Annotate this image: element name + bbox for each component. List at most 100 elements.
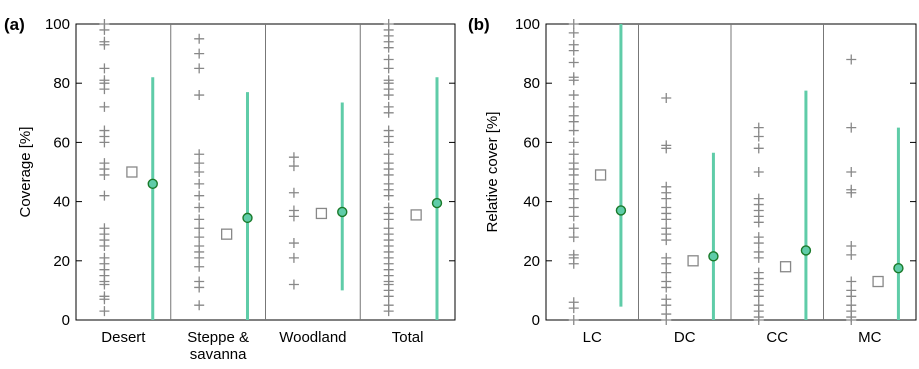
panel-b-data-point — [568, 27, 579, 38]
panel-a-y-tick-label: 0 — [62, 312, 70, 329]
panel-b-data-point — [568, 57, 579, 68]
panel-a-data-point — [194, 63, 205, 74]
panel-b-data-point — [568, 19, 579, 29]
panel-a-data-point — [288, 152, 299, 163]
panel-b-data-point — [753, 131, 764, 142]
panel-b-data-point — [568, 125, 579, 136]
panel-b-data-point — [661, 282, 672, 293]
panel-b-data-point — [568, 137, 579, 148]
panel-a-data-point — [99, 101, 110, 112]
panel-a-data-point — [194, 282, 205, 293]
panel-a-data-point — [383, 90, 394, 101]
panel-a-data-point — [288, 161, 299, 172]
panel-b-data-point — [661, 258, 672, 269]
panel-b-x-tick-label: CC — [766, 329, 788, 346]
panel-a-data-point — [194, 48, 205, 59]
panel-a-data-point — [383, 107, 394, 118]
panel-a-data-point — [383, 306, 394, 317]
panel-a-data-point — [383, 63, 394, 74]
panel-b-data-point — [661, 235, 672, 246]
panel-b-data-point — [568, 232, 579, 243]
panel-b-y-tick-label: 60 — [523, 134, 540, 151]
panel-a-x-tick-label: Desert — [101, 329, 146, 346]
panel-a-median-circle — [242, 212, 253, 224]
panel-b-data-point — [568, 149, 579, 160]
panel-b-data-point — [568, 258, 579, 269]
panel-a-y-tick-label: 40 — [53, 194, 70, 211]
panel-a-y-tick-label: 100 — [45, 16, 70, 33]
panel-b-data-point — [846, 276, 857, 287]
panel-b-data-point — [568, 223, 579, 234]
panel-a-data-point — [99, 137, 110, 148]
panel-a-data-point — [194, 300, 205, 311]
panel-a-letter: (a) — [4, 15, 25, 34]
panel-a-data-point — [194, 190, 205, 201]
panel-a-mean-square — [410, 209, 422, 221]
panel-a-data-point — [288, 238, 299, 249]
panel-a-data-point — [99, 84, 110, 95]
panel-b-y-tick-label: 80 — [523, 75, 540, 92]
panel-a-median-circle — [337, 206, 348, 218]
panel-b-y-tick-label: 100 — [515, 16, 540, 33]
panel-a-data-point — [194, 158, 205, 169]
panel-a-data-point — [288, 211, 299, 222]
panel-a-data-point — [194, 214, 205, 225]
panel-b-data-point — [753, 143, 764, 154]
panel-a-data-point — [99, 279, 110, 290]
panel-a-data-point — [288, 252, 299, 263]
panel-b-median-circle — [800, 245, 812, 256]
panel-a-data-point — [383, 190, 394, 201]
panel-a-median-circle — [431, 197, 443, 209]
panel-b-data-point — [568, 202, 579, 213]
panel-b-x-tick-label: MC — [858, 329, 881, 346]
panel-b-median-circle — [708, 251, 719, 262]
panel-a-data-point — [194, 33, 205, 44]
panel-b-data-point — [568, 315, 579, 325]
panel-b-data-point — [846, 291, 857, 302]
panel-a-data-point — [194, 149, 205, 160]
panel-b-data-point — [568, 193, 579, 204]
panel-a-mean-square — [221, 228, 233, 240]
panel-b-y-tick-label: 40 — [523, 194, 540, 211]
panel-a-y-tick-label: 80 — [53, 75, 70, 92]
panel-b-data-point — [661, 267, 672, 278]
panel-b-data-point — [753, 291, 764, 302]
panel-a-data-point — [194, 252, 205, 263]
panel-b-data-point — [661, 214, 672, 225]
panel-a-data-point — [194, 202, 205, 213]
panel-a-data-point — [194, 167, 205, 177]
panel-b-data-point — [846, 187, 857, 198]
panel-b-data-point — [661, 300, 672, 311]
panel-a-mean-square — [315, 207, 328, 220]
panel-b-median-circle — [893, 263, 904, 274]
panel-b-data-point — [568, 116, 579, 127]
panel-b-data-point — [753, 315, 764, 325]
panel-a-data-point — [99, 24, 110, 35]
panel-a-data-point — [288, 187, 299, 198]
panel-a-data-point — [194, 261, 205, 272]
panel-b-mean-square — [779, 261, 792, 273]
panel-b-data-point — [753, 167, 764, 177]
panel-a-x-tick-label: savanna — [190, 346, 247, 363]
panel-b-data-point — [568, 75, 579, 86]
panel-b-y-tick-label: 0 — [532, 312, 540, 329]
panel-b-mean-square — [872, 275, 884, 288]
panel-b-data-point — [568, 211, 579, 222]
panel-a-data-point — [99, 169, 110, 180]
panel-b-x-tick-label: LC — [583, 329, 602, 346]
panel-a-data-point — [194, 232, 205, 243]
panel-a-data-point — [99, 39, 110, 50]
panel-a-data-point — [383, 54, 394, 65]
panel-a-x-tick-label: Steppe & — [187, 329, 249, 346]
panel-a-data-point — [194, 223, 205, 234]
panel-a-data-point — [99, 190, 110, 201]
panel-b-data-point — [846, 167, 857, 177]
panel-a-data-point — [194, 90, 205, 101]
panel-b-y-tick-label: 20 — [523, 253, 540, 270]
panel-a-data-point — [383, 42, 394, 53]
panel-b-data-point — [846, 241, 857, 251]
panel-a-data-point — [99, 294, 110, 305]
panel-a-y-tick-label: 60 — [53, 134, 70, 151]
